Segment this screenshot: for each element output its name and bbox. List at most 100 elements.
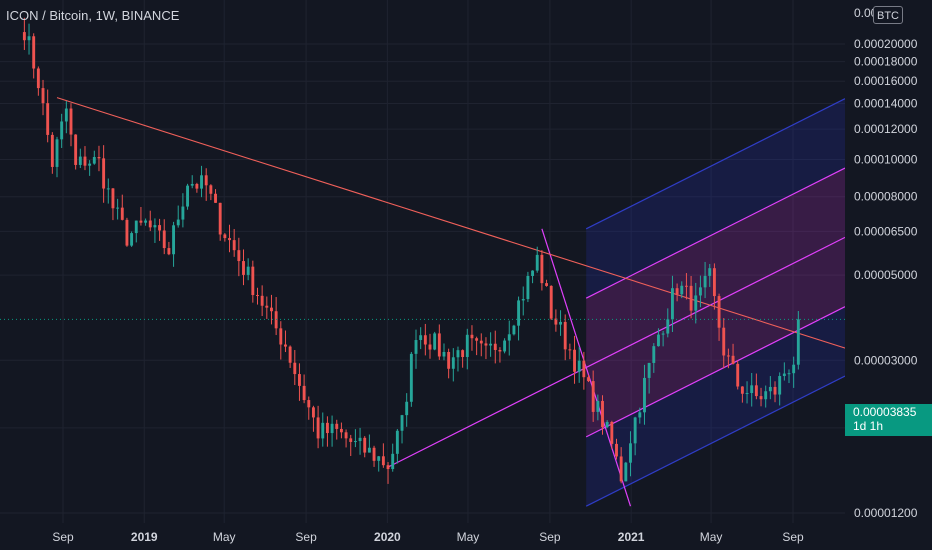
- pitchfork-zone-lower: [586, 306, 845, 507]
- candle-body: [680, 285, 684, 295]
- candle-body: [41, 88, 45, 104]
- candle-body: [102, 158, 106, 189]
- x-tick-label: 2020: [374, 530, 401, 544]
- grid: [0, 0, 845, 523]
- candle-body: [204, 175, 208, 186]
- candle-body: [116, 207, 120, 209]
- candle-body: [363, 437, 367, 453]
- pitchfork-inner-lower-line: [585, 306, 845, 438]
- candle-body: [423, 335, 427, 345]
- last-price-tag: 0.00003835 1d 1h: [845, 404, 932, 436]
- candle-body: [568, 349, 572, 351]
- candle-body: [698, 287, 702, 296]
- candle-body: [447, 351, 451, 369]
- candle-body: [717, 296, 721, 328]
- candle-body: [689, 285, 693, 311]
- candle-body: [265, 305, 269, 308]
- pitchfork-lower-line: [585, 375, 845, 507]
- y-tick-label: 0.00012000: [854, 122, 918, 136]
- chart-title: ICON / Bitcoin, 1W, BINANCE: [6, 8, 180, 23]
- candle-body: [750, 385, 754, 394]
- pitchfork-zone-inner-upper: [586, 168, 845, 368]
- candle-body: [433, 333, 437, 350]
- candle-body: [78, 156, 82, 165]
- candle-body: [605, 421, 609, 428]
- candle-body: [517, 300, 521, 326]
- candle-body: [69, 108, 73, 135]
- candle-body: [470, 334, 474, 339]
- candle-body: [298, 374, 301, 386]
- pitchfork-inner-upper-line: [585, 167, 845, 299]
- candle-body: [279, 328, 283, 345]
- candle-body: [652, 346, 656, 363]
- y-tick-label: 0.00008000: [854, 190, 918, 204]
- trendline: [56, 97, 845, 349]
- candle-body: [395, 430, 399, 454]
- candle-body: [796, 319, 800, 365]
- candle-body: [307, 400, 311, 408]
- candle-body: [325, 422, 329, 434]
- bar-countdown: 1d 1h: [853, 419, 884, 433]
- pitchfork-upper-line: [585, 98, 845, 230]
- candle-body: [27, 36, 31, 41]
- candle-body: [521, 299, 525, 301]
- candle-body: [158, 225, 162, 231]
- candle-body: [97, 157, 101, 159]
- candle-body: [288, 346, 292, 363]
- candle-body: [596, 400, 600, 412]
- candle-body: [601, 400, 604, 428]
- candle-body: [339, 428, 343, 433]
- candle-body: [643, 377, 646, 413]
- pitchfork-drawing[interactable]: [387, 98, 845, 507]
- candle-body: [377, 456, 381, 461]
- candle-body: [708, 268, 712, 276]
- candle-body: [428, 344, 432, 350]
- candle-body: [106, 188, 110, 190]
- candle-body: [792, 364, 796, 374]
- candle-body: [633, 417, 637, 444]
- candle-body: [232, 240, 236, 251]
- candle-body: [554, 318, 558, 325]
- candle-body: [32, 36, 36, 69]
- candle-body: [214, 193, 217, 203]
- trendline-drawing[interactable]: [56, 97, 850, 350]
- candle-body: [386, 465, 390, 470]
- candle-body: [577, 360, 581, 372]
- candle-body: [559, 321, 562, 325]
- candle-body: [437, 333, 441, 357]
- x-tick-label: May: [457, 530, 480, 544]
- candle-body: [400, 415, 404, 431]
- candle-body: [36, 68, 40, 89]
- candle-body: [200, 175, 203, 189]
- pitchfork-median-line: [387, 236, 845, 468]
- candle-body: [573, 349, 576, 372]
- candle-body: [83, 156, 87, 166]
- candle-body: [186, 185, 189, 207]
- x-tick-label: Sep: [539, 530, 561, 544]
- pitchfork-handle: [541, 228, 632, 507]
- candle-body: [451, 357, 455, 369]
- candle-body: [237, 250, 241, 262]
- candle-body: [503, 340, 507, 352]
- x-tick-label: 2021: [618, 530, 645, 544]
- candle-body: [587, 377, 590, 382]
- candle-body: [405, 401, 409, 416]
- candle-body: [456, 350, 460, 358]
- candle-body: [657, 334, 660, 347]
- pitchfork-zone-inner-lower: [586, 237, 845, 437]
- candles: [22, 17, 800, 484]
- candle-body: [130, 233, 134, 246]
- candle-body: [218, 202, 222, 235]
- candle-body: [409, 353, 413, 402]
- candle-body: [148, 220, 152, 228]
- x-axis[interactable]: Sep 2019 May Sep 2020 May Sep 2021 May Sep: [52, 530, 804, 544]
- candle-body: [381, 456, 385, 466]
- candle-body: [181, 206, 185, 220]
- candle-body: [670, 288, 674, 320]
- x-tick-label: May: [213, 530, 236, 544]
- candle-body: [242, 261, 245, 275]
- candle-body: [60, 121, 64, 140]
- currency-button[interactable]: BTC: [873, 6, 903, 24]
- candle-body: [372, 447, 376, 461]
